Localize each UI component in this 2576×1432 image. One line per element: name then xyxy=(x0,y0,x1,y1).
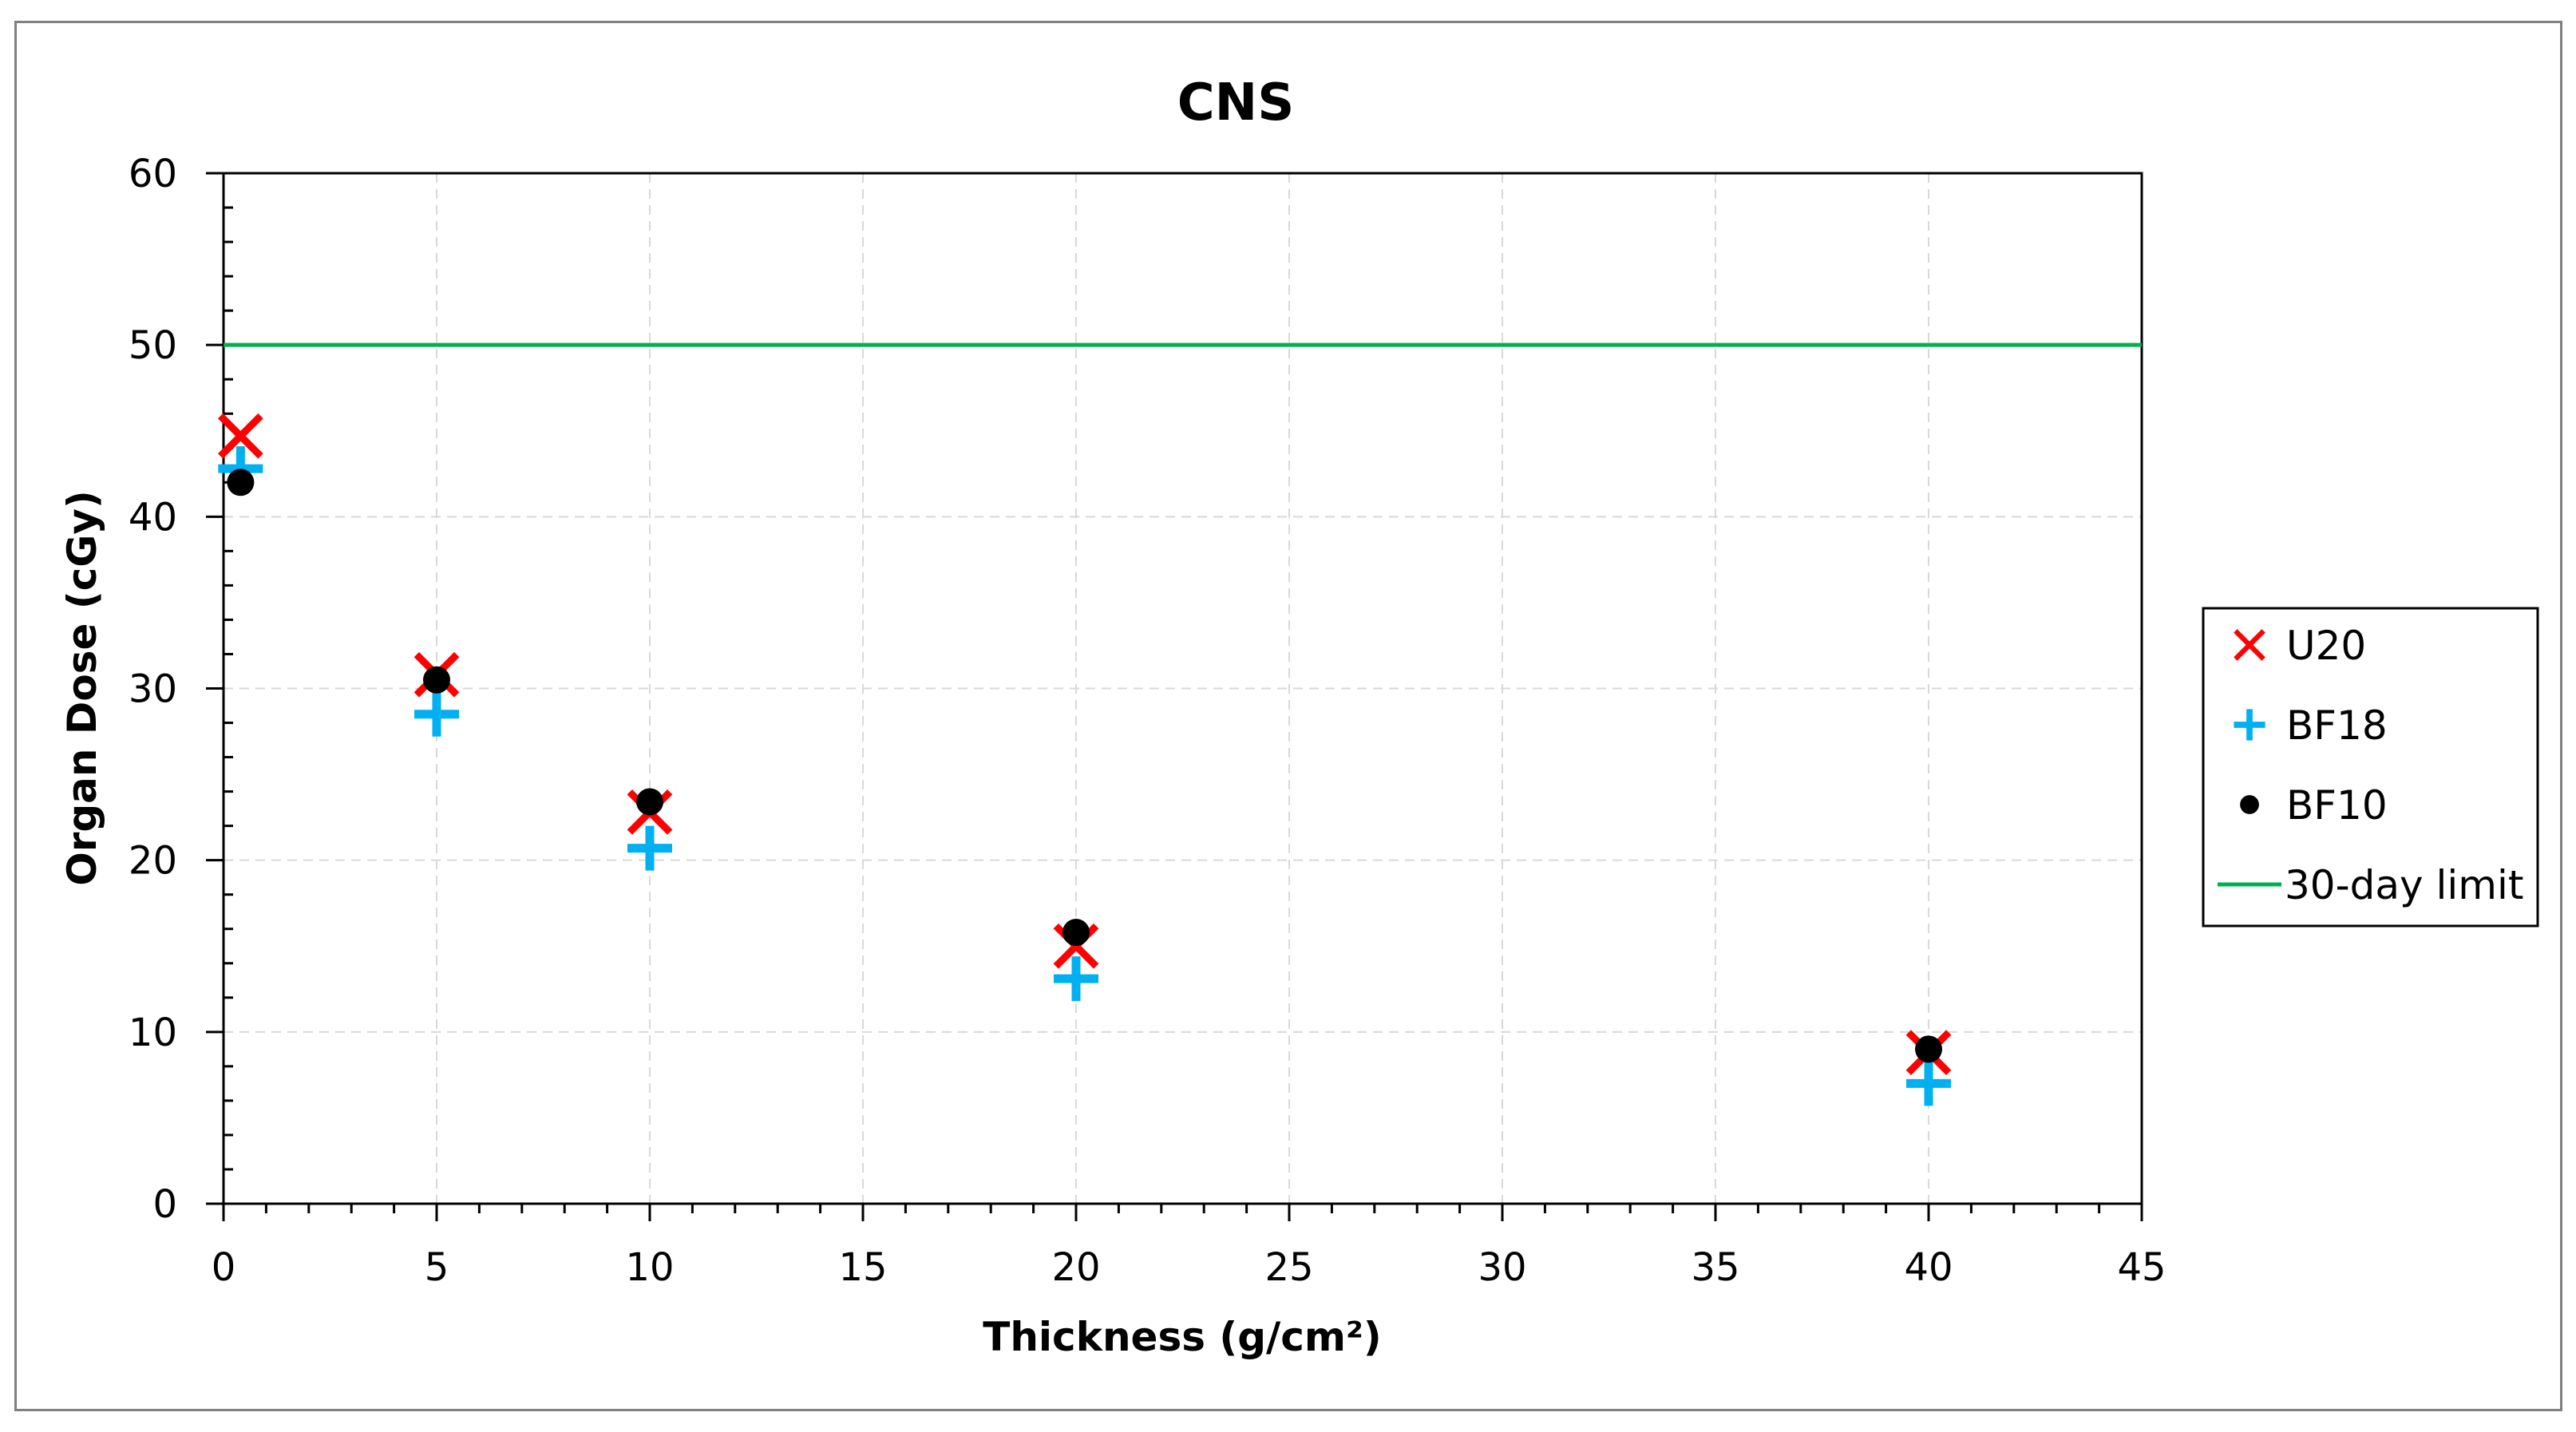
legend-item-bf10: BF10 xyxy=(2240,782,2388,829)
y-tick-label: 60 xyxy=(129,152,177,196)
x-tick-label: 5 xyxy=(425,1245,449,1290)
point-bf18 xyxy=(627,825,672,871)
point-u20 xyxy=(217,413,263,459)
y-tick-label: 40 xyxy=(129,495,177,540)
x-tick-label: 15 xyxy=(838,1245,887,1290)
legend-item-u20: U20 xyxy=(2234,623,2366,669)
legend-item-bf18: BF18 xyxy=(2234,702,2388,749)
legend-item-30-day-limit: 30-day limit xyxy=(2218,862,2524,908)
axes: 0 5 10 15 20 25 30 35 40 45 0 10 20 30 40 50 60 xyxy=(129,152,2166,1290)
x-tick-label: 40 xyxy=(1904,1245,1953,1290)
point-bf18 xyxy=(1054,956,1098,1002)
y-axis-title: Organ Dose (cGy) xyxy=(59,490,105,886)
legend-marker-bf18 xyxy=(2234,709,2265,741)
legend-label-30-day-limit: 30-day limit xyxy=(2285,862,2524,908)
point-bf18 xyxy=(1906,1061,1951,1106)
x-marker-stroke xyxy=(217,413,263,459)
point-bf10 xyxy=(1062,919,1090,947)
x-axis-title: Thickness (g/cm²) xyxy=(983,1314,1382,1360)
legend-marker-u20 xyxy=(2234,629,2265,661)
x-tick-label: 0 xyxy=(212,1245,236,1290)
y-tick-label: 30 xyxy=(129,667,177,712)
point-bf18 xyxy=(414,691,459,737)
legend: U20 BF18 BF10 30-day limit xyxy=(2202,607,2539,928)
legend-label-u20: U20 xyxy=(2286,623,2366,669)
x-tick-label: 30 xyxy=(1478,1245,1526,1290)
y-tick-label: 10 xyxy=(129,1011,177,1055)
x-tick-label: 20 xyxy=(1051,1245,1100,1290)
legend-box xyxy=(2202,607,2539,928)
grid-lines xyxy=(224,173,2142,1204)
x-tick-label: 45 xyxy=(2117,1245,2166,1290)
x-tick-label: 35 xyxy=(1691,1245,1739,1290)
x-tick-label: 25 xyxy=(1264,1245,1313,1290)
x-tick-label: 10 xyxy=(625,1245,674,1290)
y-tick-label: 50 xyxy=(129,323,177,368)
x-marker-stroke xyxy=(2234,629,2265,661)
point-bf10 xyxy=(227,469,255,496)
y-tick-label: 0 xyxy=(152,1182,177,1227)
point-bf10 xyxy=(1915,1035,1942,1063)
legend-label-bf18: BF18 xyxy=(2286,702,2388,749)
chart-title: CNS xyxy=(1177,73,1295,133)
legend-label-bf10: BF10 xyxy=(2286,782,2388,829)
point-bf10 xyxy=(423,666,450,694)
point-bf10 xyxy=(636,788,663,816)
legend-marker-bf10 xyxy=(2240,795,2259,814)
series-markers xyxy=(217,342,2142,1106)
y-tick-label: 20 xyxy=(129,839,177,884)
